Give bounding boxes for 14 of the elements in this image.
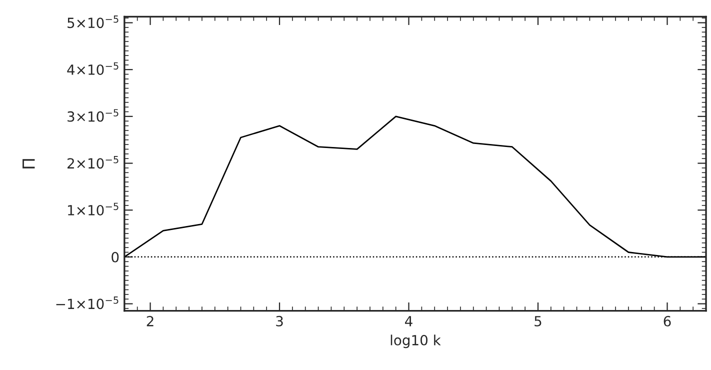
y-tick-label: 3×10$^{−5}$ bbox=[68, 109, 118, 122]
x-tick-label: 6 bbox=[664, 316, 671, 326]
x-tick-label: 5 bbox=[534, 316, 542, 326]
y-tick-label: 0 bbox=[112, 252, 119, 262]
x-tick-label: 3 bbox=[276, 316, 283, 326]
y-tick-label: −1×10$^{−5}$ bbox=[56, 296, 118, 310]
y-tick-label: 2×10$^{−5}$ bbox=[68, 156, 118, 169]
x-axis-title: log10 k bbox=[390, 334, 441, 348]
x-tick-label: 4 bbox=[405, 316, 412, 326]
x-tick-label: 2 bbox=[146, 316, 154, 326]
y-tick-label: 4×10$^{−5}$ bbox=[67, 62, 118, 75]
y-axis-title: Π bbox=[22, 159, 35, 168]
y-tick-label: 5×10$^{−5}$ bbox=[68, 16, 118, 28]
y-tick-label: 1×10$^{−5}$ bbox=[68, 202, 118, 216]
